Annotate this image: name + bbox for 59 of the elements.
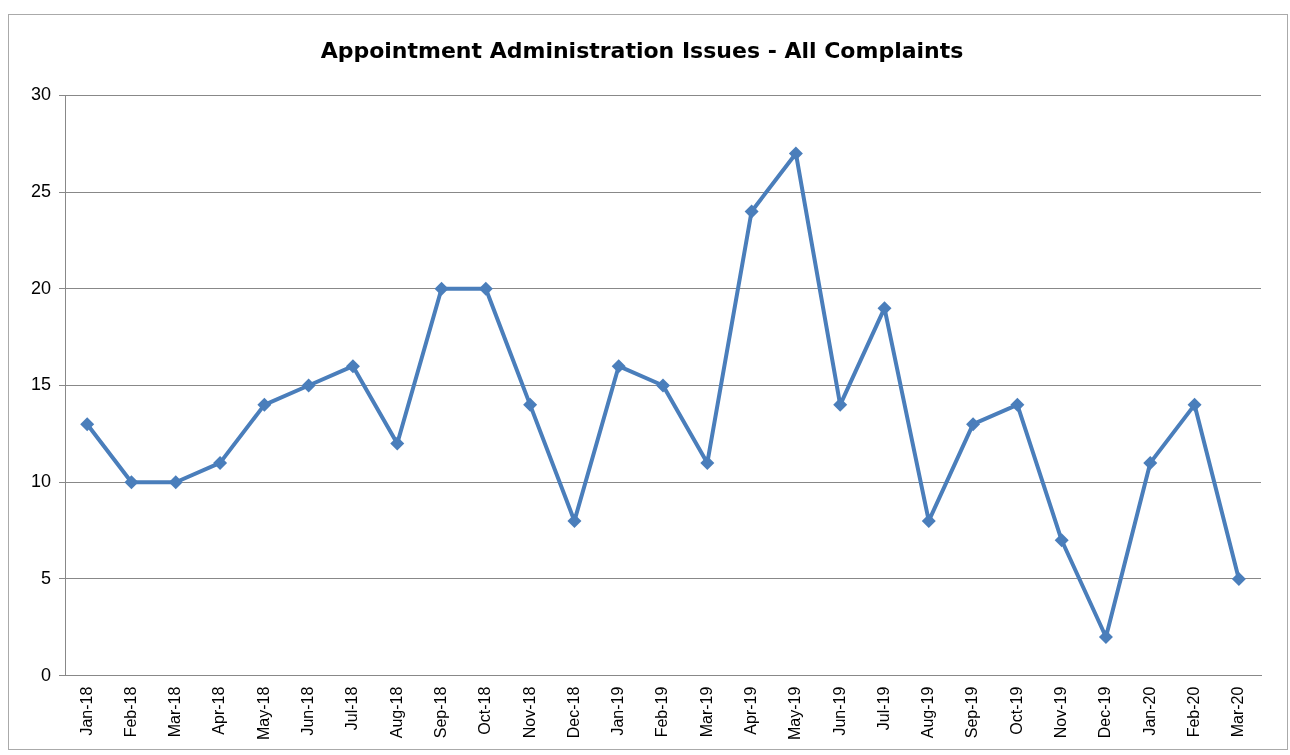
point: [80, 417, 95, 432]
point: [168, 475, 183, 490]
point: [478, 281, 493, 296]
point: [390, 436, 405, 451]
x-tick-label: Sep-18: [431, 686, 449, 739]
x-tick-label: Mar-19: [697, 686, 715, 738]
point: [301, 378, 316, 393]
point: [700, 455, 715, 470]
x-tick-label: Oct-18: [476, 686, 494, 735]
point: [257, 397, 272, 412]
point: [567, 513, 582, 528]
y-tick-label: 5: [41, 567, 52, 588]
y-tick-label: 15: [30, 374, 52, 395]
x-tick-label: May-18: [254, 686, 272, 741]
point: [656, 378, 671, 393]
y-tick-label: 10: [30, 471, 52, 492]
point: [345, 359, 360, 374]
x-tick-label: Oct-19: [1007, 686, 1025, 735]
x-tick-label: Feb-18: [121, 686, 139, 738]
y-tick-label: 20: [30, 277, 52, 298]
point: [434, 281, 449, 296]
y-tick-label: 25: [30, 181, 52, 202]
x-tick-label: Mar-18: [166, 686, 184, 738]
x-tick-label: Jan-19: [609, 686, 627, 736]
x-tick-label: Jun-19: [830, 686, 848, 736]
x-tick-label: Jan-20: [1140, 686, 1158, 736]
point: [1098, 629, 1113, 644]
point: [1010, 397, 1025, 412]
x-tick-label: Sep-19: [963, 686, 981, 739]
x-tick-label: Apr-18: [210, 686, 228, 735]
x-tick-label: Aug-19: [919, 686, 937, 739]
y-tick-label: 30: [30, 84, 52, 105]
x-tick-label: May-19: [786, 686, 804, 741]
x-tick-label: Dec-18: [564, 686, 582, 739]
x-tick-label: Jan-18: [77, 686, 95, 736]
point: [213, 455, 228, 470]
x-tick-label: Feb-19: [653, 686, 671, 738]
point: [788, 146, 803, 161]
point: [1187, 397, 1202, 412]
point: [523, 397, 538, 412]
y-tick-label: 0: [41, 664, 52, 685]
point: [611, 359, 626, 374]
x-tick-label: Jun-18: [299, 686, 317, 736]
x-tick-label: Apr-19: [742, 686, 760, 735]
x-tick-label: Nov-18: [520, 686, 538, 739]
x-tick-label: Nov-19: [1052, 686, 1070, 739]
point: [744, 204, 759, 219]
point: [1143, 455, 1158, 470]
point: [966, 417, 981, 432]
point: [1054, 533, 1069, 548]
x-tick-label: Mar-20: [1229, 686, 1247, 738]
x-tick-label: Jul-18: [343, 686, 361, 731]
x-tick-label: Aug-18: [387, 686, 405, 739]
x-tick-label: Dec-19: [1096, 686, 1114, 739]
point: [124, 475, 139, 490]
x-tick-label: Jul-19: [874, 686, 892, 731]
chart-title: Appointment Administration Issues - All Complaints: [320, 37, 964, 63]
point: [1231, 571, 1246, 586]
x-tick-label: Feb-20: [1184, 686, 1202, 738]
